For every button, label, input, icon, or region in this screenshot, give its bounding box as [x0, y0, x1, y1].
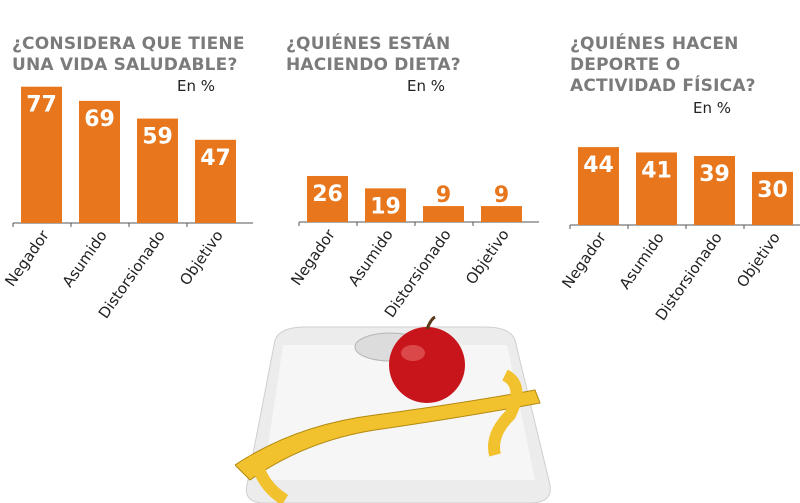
bar-distorsionado	[694, 155, 735, 225]
data-label: 26	[312, 182, 343, 207]
bar-negador	[307, 175, 348, 222]
category-label: Negador	[558, 228, 610, 291]
category-label: Objetivo	[462, 226, 513, 288]
data-label: 41	[641, 158, 672, 183]
category-label: Objetivo	[733, 229, 784, 291]
data-label: 30	[757, 178, 788, 203]
data-label: 44	[583, 153, 614, 178]
category-label: Asumido	[59, 227, 111, 291]
bar-negador	[21, 86, 62, 224]
bar-asumido	[79, 100, 120, 223]
category-label: Negador	[1, 226, 53, 289]
data-label: 9	[494, 183, 509, 208]
data-label: 59	[142, 125, 173, 150]
bar-objetivo	[195, 139, 236, 223]
chart-1-title: ¿CONSIDERA QUE TIENE UNA VIDA SALUDABLE?	[12, 34, 245, 75]
chart-1-unit: En %	[177, 77, 216, 95]
bar-distorsionado	[137, 118, 178, 223]
chart-3-unit: En %	[693, 99, 732, 117]
data-label: 19	[370, 194, 401, 219]
data-label: 39	[699, 162, 730, 187]
data-label: 9	[436, 183, 451, 208]
bar-asumido	[636, 152, 677, 225]
data-label: 69	[84, 107, 115, 132]
bar-objetivo	[481, 206, 522, 222]
category-label: Negador	[287, 225, 339, 288]
data-label: 77	[26, 93, 57, 118]
data-label: 47	[200, 146, 231, 171]
apple-icon	[389, 327, 465, 403]
chart-3-title: ¿QUIÉNES HACEN DEPORTE O ACTIVIDAD FÍSIC…	[570, 34, 756, 96]
category-label: Asumido	[345, 226, 397, 290]
chart-2-title: ¿QUIÉNES ESTÁN HACIENDO DIETA?	[286, 34, 461, 75]
bar-objetivo	[752, 171, 793, 225]
chart-2-unit: En %	[407, 77, 446, 95]
bar-negador	[578, 147, 619, 225]
category-label: Asumido	[616, 229, 668, 293]
category-label: Objetivo	[176, 227, 227, 289]
bar-asumido	[365, 188, 406, 222]
tape-measure-icon	[235, 389, 541, 481]
scale-apple-illustration	[235, 315, 551, 503]
bar-distorsionado	[423, 206, 464, 222]
